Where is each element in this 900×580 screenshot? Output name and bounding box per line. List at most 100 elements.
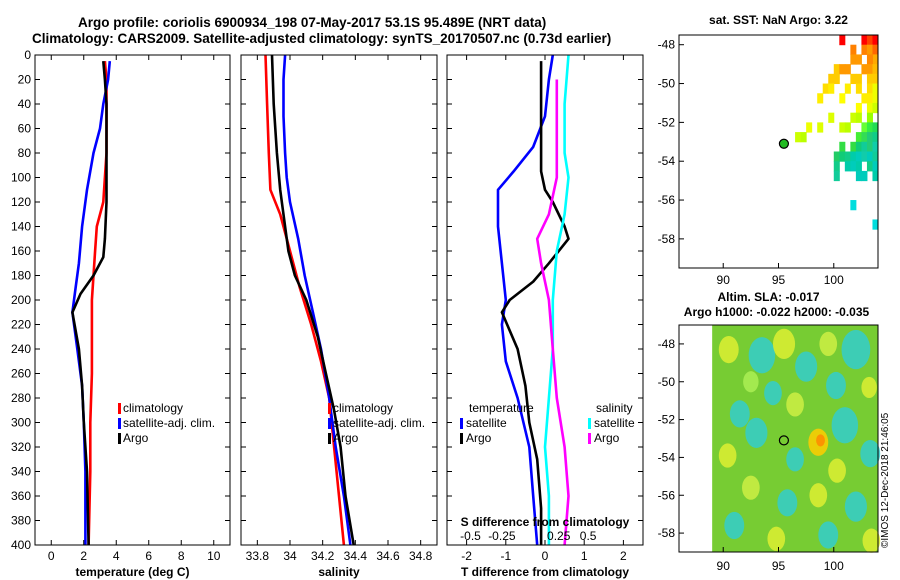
legend-swatch [118, 433, 121, 444]
x-tick-label: -1 [500, 549, 511, 563]
y-tick-label: 260 [11, 367, 31, 381]
y-tick-label: -48 [658, 337, 676, 351]
sla-anomaly-patch [861, 376, 877, 399]
sst-cell [850, 161, 857, 172]
y-tick-label: 80 [18, 146, 32, 160]
sla-anomaly-patch [718, 335, 739, 364]
x-tick-label: 90 [717, 559, 731, 573]
legend-label: satellite-adj. clim. [123, 416, 215, 430]
y-tick-label: -50 [658, 375, 676, 389]
x-tick-label: 1 [581, 549, 588, 563]
sst-map-title: sat. SST: NaN Argo: 3.22 [709, 13, 848, 27]
sla-anomaly-patch [729, 400, 750, 428]
sst-cell [855, 141, 862, 152]
sst-cell [828, 83, 835, 94]
x-tick-label: 100 [824, 559, 844, 573]
sst-cell [866, 141, 873, 152]
sst-cell [861, 151, 868, 162]
y-tick-label: 60 [18, 122, 32, 136]
series-line-t-argo [500, 61, 570, 545]
sst-cell [806, 122, 813, 133]
sst-cell [855, 102, 862, 114]
y-tick-label: 380 [11, 514, 31, 528]
sst-cell [872, 170, 879, 182]
sst-cell [817, 122, 824, 133]
y-tick-label: -48 [658, 38, 676, 52]
x-tick-label: 0 [542, 549, 549, 563]
sst-cell [839, 64, 846, 75]
y-tick-label: 240 [11, 342, 31, 356]
sst-cell [839, 35, 846, 46]
legend-swatch [588, 418, 591, 429]
sla-map-title: Altim. SLA: -0.017 [717, 290, 819, 304]
x-tick-label: -2 [461, 549, 472, 563]
s-tick-label: -0.5 [460, 529, 481, 543]
y-tick-label: -50 [658, 77, 676, 91]
sst-cell [839, 122, 846, 133]
sst-cell [861, 93, 868, 104]
x-axis-label: temperature (deg C) [75, 565, 189, 579]
sst-cell [855, 161, 862, 172]
sst-cell [855, 132, 862, 143]
sst-cell [861, 35, 868, 46]
y-tick-label: 340 [11, 465, 31, 479]
profile-location-marker [778, 435, 790, 446]
legend-label: climatology [123, 401, 183, 415]
sst-cell [872, 54, 879, 65]
sst-cell [866, 93, 873, 104]
sla-anomaly-patch [862, 528, 881, 553]
legend-title-salinity: salinity [596, 401, 633, 415]
sst-cell [833, 73, 840, 85]
sst-cell [872, 132, 879, 143]
sst-cell [855, 73, 862, 85]
figure-title-line2: Climatology: CARS2009. Satellite-adjuste… [32, 31, 611, 46]
y-tick-label: 140 [11, 220, 31, 234]
y-tick-label: 20 [18, 73, 32, 87]
sst-cell [855, 54, 862, 65]
sst-cell [866, 122, 873, 133]
sst-cell [833, 151, 840, 162]
sst-cell [828, 112, 835, 123]
legend-title-temperature: temperature [469, 401, 534, 415]
series-line-argo [270, 54, 355, 546]
legend-swatch [460, 418, 463, 429]
legend-swatch [588, 433, 591, 444]
sla-anomaly-patch [809, 483, 828, 508]
y-tick-label: -58 [658, 232, 676, 246]
y-tick-label: -56 [658, 193, 676, 207]
sst-cell [844, 122, 851, 133]
y-tick-label: 280 [11, 391, 31, 405]
x-tick-label: 0 [48, 549, 55, 563]
x-tick-label: 100 [824, 273, 844, 287]
sst-cell [850, 44, 857, 55]
sst-cell [844, 151, 851, 162]
y-tick-label: 100 [11, 171, 31, 185]
legend-label: satellite-adj. clim. [333, 416, 425, 430]
sst-cell [866, 73, 873, 85]
sst-cell [866, 35, 873, 46]
x-tick-label: 90 [717, 273, 731, 287]
sla-anomaly-patch [745, 417, 768, 448]
y-tick-label: 320 [11, 440, 31, 454]
sst-cell [828, 73, 835, 85]
legend-swatch [328, 403, 331, 414]
sst-cell [800, 132, 807, 143]
y-tick-label: 220 [11, 318, 31, 332]
sla-anomaly-patch [777, 489, 798, 517]
series-line-satellite-adj-clim- [282, 54, 352, 546]
sst-cell [861, 44, 868, 55]
x-tick-label: 95 [772, 273, 786, 287]
sst-cell [850, 200, 857, 211]
sst-cell [866, 54, 873, 65]
sst-cell [872, 44, 879, 55]
y-tick-label: 180 [11, 269, 31, 283]
legend-label: satellite [594, 416, 635, 430]
sst-cell [861, 122, 868, 133]
sst-cell [839, 93, 846, 104]
x-tick-label: 34.6 [376, 549, 400, 563]
y-tick-label: -58 [658, 526, 676, 540]
sla-anomaly-patch [772, 328, 796, 360]
x-axis-label: T difference from climatology [461, 565, 629, 579]
sst-cell [850, 54, 857, 65]
legend-swatch [118, 403, 121, 414]
